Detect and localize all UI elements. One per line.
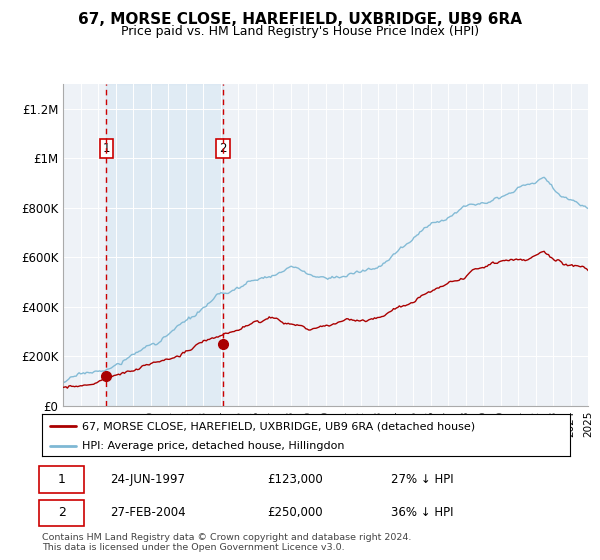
Text: 36% ↓ HPI: 36% ↓ HPI [391, 506, 454, 520]
Text: £123,000: £123,000 [268, 473, 323, 486]
Text: 67, MORSE CLOSE, HAREFIELD, UXBRIDGE, UB9 6RA: 67, MORSE CLOSE, HAREFIELD, UXBRIDGE, UB… [78, 12, 522, 27]
Text: This data is licensed under the Open Government Licence v3.0.: This data is licensed under the Open Gov… [42, 543, 344, 552]
Text: 27% ↓ HPI: 27% ↓ HPI [391, 473, 454, 486]
Text: Price paid vs. HM Land Registry's House Price Index (HPI): Price paid vs. HM Land Registry's House … [121, 25, 479, 38]
Text: 1: 1 [58, 473, 66, 486]
Text: 24-JUN-1997: 24-JUN-1997 [110, 473, 185, 486]
Text: 2: 2 [220, 142, 227, 155]
Text: 27-FEB-2004: 27-FEB-2004 [110, 506, 185, 520]
Text: HPI: Average price, detached house, Hillingdon: HPI: Average price, detached house, Hill… [82, 441, 344, 451]
Bar [106, 84, 223, 406]
FancyBboxPatch shape [40, 500, 84, 526]
Text: £250,000: £250,000 [268, 506, 323, 520]
Text: 2: 2 [58, 506, 66, 520]
Text: Contains HM Land Registry data © Crown copyright and database right 2024.: Contains HM Land Registry data © Crown c… [42, 533, 412, 542]
Text: 1: 1 [103, 142, 110, 155]
FancyBboxPatch shape [40, 466, 84, 493]
Text: 67, MORSE CLOSE, HAREFIELD, UXBRIDGE, UB9 6RA (detached house): 67, MORSE CLOSE, HAREFIELD, UXBRIDGE, UB… [82, 421, 475, 431]
